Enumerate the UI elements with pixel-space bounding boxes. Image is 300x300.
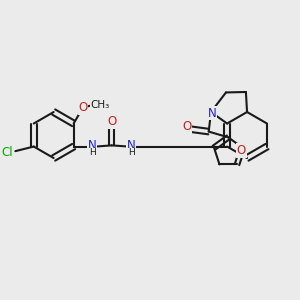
Text: CH₃: CH₃	[91, 100, 110, 110]
Text: N: N	[88, 139, 96, 152]
Text: H: H	[128, 148, 134, 158]
Text: O: O	[107, 115, 116, 128]
Text: H: H	[89, 148, 95, 158]
Text: O: O	[182, 121, 191, 134]
Text: O: O	[237, 144, 246, 157]
Text: N: N	[127, 139, 136, 152]
Text: N: N	[208, 107, 217, 120]
Text: Cl: Cl	[2, 146, 13, 159]
Text: O: O	[78, 101, 88, 114]
